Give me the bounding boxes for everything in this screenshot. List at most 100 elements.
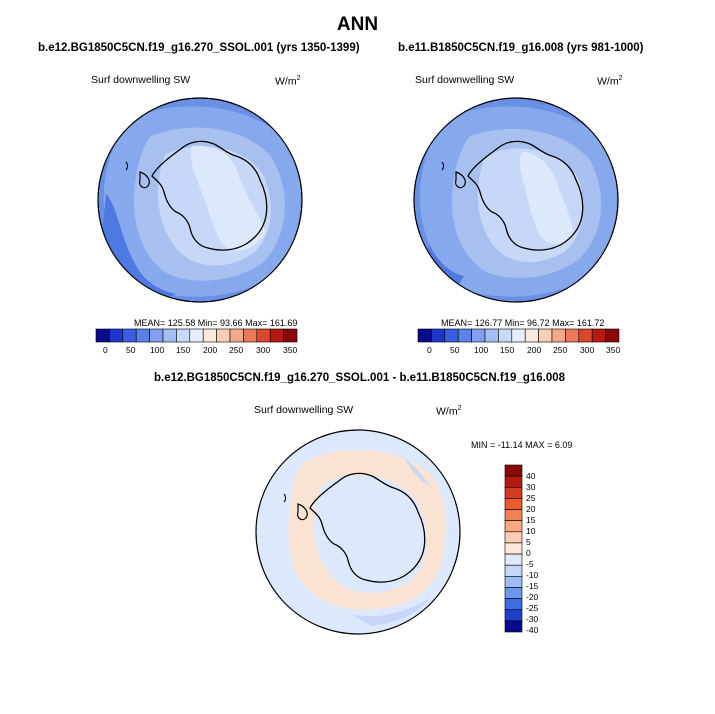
south-america-tip (283, 493, 286, 503)
colorbar-tick: 100 (150, 345, 165, 355)
colorbar-tick: 10 (526, 526, 536, 536)
colorbar-box (605, 328, 620, 343)
colorbar-box (504, 598, 523, 611)
colorbar-tick: 5 (526, 537, 531, 547)
map-border (97, 97, 303, 303)
colorbar-box (256, 328, 271, 343)
panel-1-colorbar (95, 328, 298, 343)
colorbar-tick: -20 (526, 592, 539, 602)
colorbar-box (149, 328, 164, 343)
colorbar-box (504, 609, 523, 622)
colorbar-box (283, 328, 298, 343)
colorbar-box (504, 520, 523, 533)
colorbar-tick: 150 (500, 345, 515, 355)
colorbar-box (417, 328, 432, 343)
diff-variable-label: Surf downwelling SW (254, 404, 354, 416)
colorbar-box (457, 328, 472, 343)
map-region-negative-streak-south (350, 598, 430, 626)
main-title: ANN (336, 14, 379, 35)
diff-polar-map (255, 429, 461, 635)
south-america-tip (441, 161, 444, 171)
colorbar-box (565, 328, 580, 343)
colorbar-tick: 50 (450, 345, 460, 355)
colorbar-box (216, 328, 231, 343)
panel-2-polar-map (413, 97, 619, 303)
colorbar-box (504, 620, 523, 633)
panel-1-variable-label: Surf downwelling SW (91, 74, 191, 86)
map-region-negative-core (314, 475, 427, 593)
diff-colorbar (504, 464, 523, 633)
peninsula-outline (139, 171, 150, 189)
south-america-tip (125, 161, 128, 171)
peninsula-outline (297, 503, 308, 521)
colorbar-tick: 250 (229, 345, 244, 355)
map-border (255, 429, 461, 635)
colorbar-tick: 300 (580, 345, 595, 355)
colorbar-box (162, 328, 177, 343)
colorbar-boxes (95, 328, 298, 343)
colorbar-tick: -30 (526, 614, 539, 624)
colorbar-tick: -25 (526, 603, 539, 613)
colorbar-box (269, 328, 284, 343)
colorbar-tick: 25 (526, 493, 536, 503)
peninsula-outline (455, 171, 466, 189)
panel-1-polar-map (97, 97, 303, 303)
diff-stats: MIN = -11.14 MAX = 6.09 (471, 440, 573, 450)
colorbar-box (504, 486, 523, 499)
colorbar-tick: 250 (553, 345, 568, 355)
colorbar-box (504, 553, 523, 566)
colorbar-tick: 150 (176, 345, 191, 355)
colorbar-box (498, 328, 513, 343)
colorbar-box (484, 328, 499, 343)
colorbar-box (504, 587, 523, 599)
panel-2-stats: MEAN= 126.77 Min= 96.72 Max= 161.72 (441, 318, 605, 328)
colorbar-box (504, 542, 523, 555)
colorbar-box (189, 328, 204, 343)
colorbar-box (243, 328, 258, 343)
panel-2-colorbar-labels: 0 50 100 150 200 250 300 350 (418, 345, 628, 359)
map-region-deeper-blue (426, 246, 464, 286)
colorbar-box (202, 328, 217, 343)
colorbar-box (524, 328, 539, 343)
colorbar-tick: 50 (126, 345, 136, 355)
map-region-palest (519, 152, 574, 245)
colorbar-tick: 350 (283, 345, 298, 355)
colorbar-box (444, 328, 459, 343)
colorbar-tick: -5 (526, 559, 534, 569)
colorbar-box (511, 328, 526, 343)
colorbar-box (538, 328, 553, 343)
colorbar-boxes (417, 328, 620, 343)
colorbar-tick: 100 (474, 345, 489, 355)
diff-case-title: b.e12.BG1850C5CN.f19_g16.270_SSOL.001 - … (154, 372, 566, 384)
colorbar-tick: -15 (526, 581, 539, 591)
colorbar-box (122, 328, 137, 343)
colorbar-tick: 15 (526, 515, 536, 525)
colorbar-tick: 300 (256, 345, 271, 355)
colorbar-tick: 0 (427, 345, 432, 355)
panel-1-case-title: b.e12.BG1850C5CN.f19_g16.270_SSOL.001 (y… (38, 42, 360, 54)
antarctica-coastline (151, 140, 268, 251)
diff-colorbar-labels: 40 30 25 20 15 10 5 0 -5 -10 -15 -20 -25… (526, 466, 556, 635)
colorbar-box (109, 328, 124, 343)
panel-1-colorbar-labels: 0 50 100 150 200 250 300 350 (96, 345, 306, 359)
colorbar-box (504, 464, 523, 477)
colorbar-box (176, 328, 191, 343)
colorbar-box (504, 475, 523, 488)
colorbar-box (135, 328, 150, 343)
colorbar-tick: 350 (606, 345, 621, 355)
colorbar-tick: 0 (103, 345, 108, 355)
antarctica-coastline (467, 140, 584, 251)
colorbar-tick: 200 (203, 345, 218, 355)
panel-2-colorbar (417, 328, 620, 343)
map-region-negative-streak (404, 458, 432, 488)
panel-1-stats: MEAN= 125.58 Min= 93.66 Max= 161.69 (134, 318, 298, 328)
colorbar-box (578, 328, 593, 343)
colorbar-box (504, 576, 523, 588)
colorbar-tick: 0 (526, 548, 531, 558)
colorbar-tick: 20 (526, 504, 536, 514)
map-border (413, 97, 619, 303)
panel-1-unit-label: W/m2 (275, 75, 301, 88)
map-region-palest (190, 145, 266, 251)
colorbar-tick: -40 (526, 625, 539, 635)
colorbar-box (504, 531, 523, 544)
